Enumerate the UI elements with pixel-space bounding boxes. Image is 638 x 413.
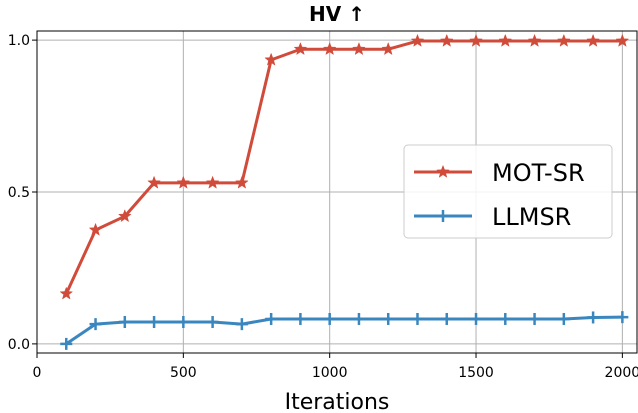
x-tick-label: 1000: [312, 365, 348, 381]
data-point-llmsr: [557, 312, 570, 325]
data-point-mot-sr: [410, 33, 425, 47]
series-line-mot-sr: [64, 39, 623, 295]
data-point-mot-sr: [381, 42, 396, 56]
legend-label: LLMSR: [492, 203, 571, 231]
data-point-mot-sr: [322, 42, 337, 56]
data-point-mot-sr: [293, 42, 308, 56]
data-point-mot-sr: [147, 175, 161, 189]
data-point-llmsr: [323, 312, 336, 325]
data-point-llmsr: [440, 312, 453, 325]
legend-label: MOT-SR: [492, 159, 585, 187]
series-mot-sr: [59, 33, 630, 300]
data-point-mot-sr: [59, 286, 74, 300]
data-point-mot-sr: [235, 175, 249, 189]
data-point-mot-sr: [205, 175, 220, 189]
data-point-mot-sr: [527, 33, 542, 47]
data-point-llmsr: [294, 312, 307, 325]
data-point-mot-sr: [352, 42, 366, 56]
ticks: 0 500 1000 1500 2000 0.0 0.5 1.0: [8, 33, 638, 381]
data-point-mot-sr: [556, 33, 571, 47]
data-point-mot-sr: [615, 33, 630, 47]
legend-item-llmsr: LLMSR: [414, 203, 571, 231]
x-tick-label: 2000: [605, 365, 638, 381]
data-point-llmsr: [148, 316, 161, 329]
legend-marker: [436, 164, 450, 178]
data-point-mot-sr: [439, 33, 454, 47]
data-point-llmsr: [118, 316, 131, 329]
data-point-llmsr: [411, 312, 424, 325]
legend-item-mot-sr: MOT-SR: [414, 159, 585, 187]
data-point-llmsr: [206, 316, 219, 329]
legend-marker: [437, 210, 449, 222]
data-point-mot-sr: [498, 33, 513, 47]
data-point-mot-sr: [469, 33, 483, 47]
x-tick-label: 1500: [458, 365, 494, 381]
data-point-llmsr: [528, 312, 541, 325]
chart-title: HV ↑: [309, 2, 365, 26]
y-tick-label: 0.0: [8, 337, 30, 353]
y-tick-label: 0.5: [8, 185, 30, 201]
data-point-llmsr: [352, 312, 365, 325]
data-point-llmsr: [470, 312, 483, 325]
data-point-llmsr: [382, 312, 395, 325]
data-point-mot-sr: [117, 209, 132, 223]
data-point-mot-sr: [88, 222, 103, 236]
x-tick-label: 500: [170, 365, 197, 381]
data-point-llmsr: [60, 337, 73, 350]
data-point-llmsr: [499, 312, 512, 325]
data-point-llmsr: [177, 316, 190, 329]
data-point-mot-sr: [176, 175, 191, 189]
data-point-llmsr: [616, 311, 629, 324]
data-point-llmsr: [89, 318, 102, 331]
data-point-mot-sr: [586, 33, 600, 47]
legend: MOT-SR LLMSR: [403, 144, 613, 239]
data-point-mot-sr: [264, 52, 279, 66]
series-layer: [59, 33, 630, 350]
grid: [36, 31, 637, 353]
data-point-llmsr: [587, 311, 600, 324]
series-llmsr: [60, 311, 629, 350]
x-axis-title: Iterations: [285, 390, 390, 413]
data-point-llmsr: [265, 312, 278, 325]
y-tick-label: 1.0: [8, 33, 30, 49]
data-point-llmsr: [235, 318, 248, 331]
x-tick-label: 0: [33, 365, 42, 381]
